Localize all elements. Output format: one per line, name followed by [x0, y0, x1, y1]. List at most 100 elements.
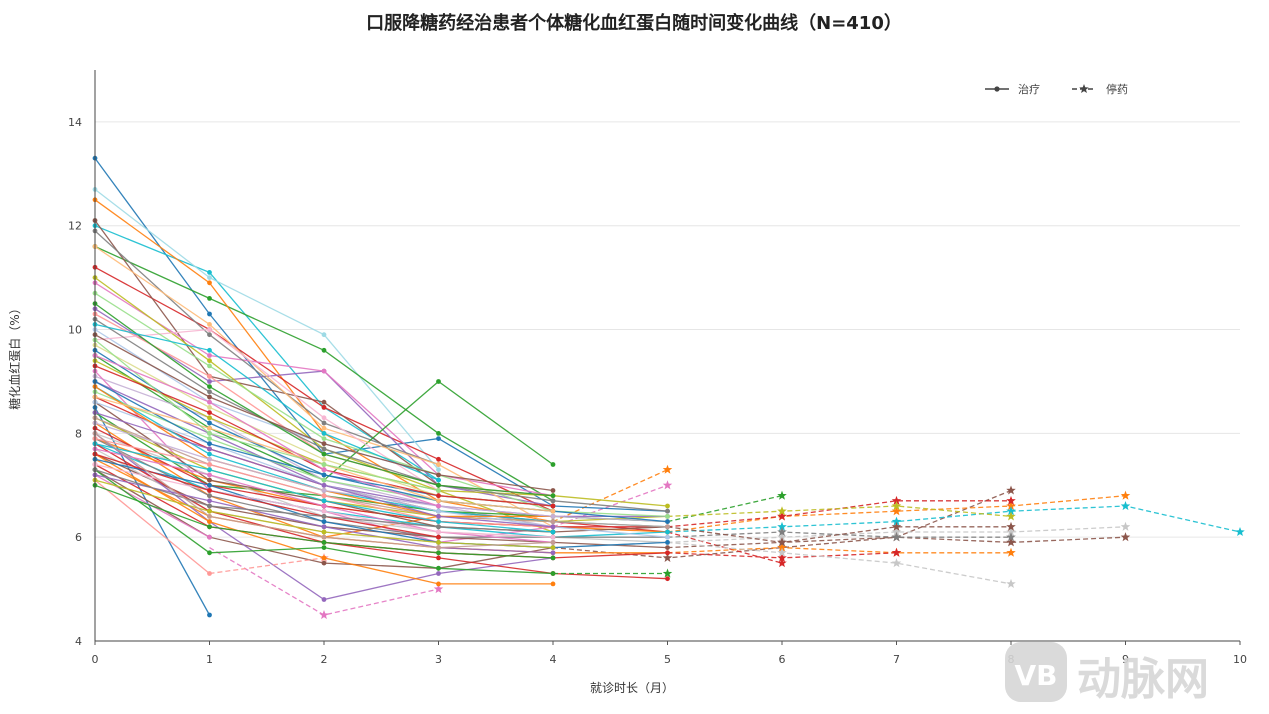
treatment-point [207, 436, 212, 441]
treatment-point [436, 456, 441, 462]
treatment-point [321, 347, 327, 353]
stop-point [662, 552, 673, 562]
treatment-point [321, 498, 327, 504]
treatment-point [436, 514, 441, 519]
patient-series [92, 477, 556, 550]
stop-line [667, 541, 1012, 585]
treatment-point [321, 529, 327, 535]
patient-series [92, 441, 556, 535]
treatment-point [207, 327, 212, 332]
treatment-point [550, 462, 556, 467]
legend-item-treat: 治疗 [985, 82, 1040, 96]
stop-point [891, 547, 902, 557]
treatment-point [207, 431, 212, 436]
x-tick-label: 3 [435, 653, 442, 666]
treatment-point [321, 503, 327, 509]
legend-stop-label: 停药 [1106, 82, 1128, 96]
treatment-point [207, 280, 212, 286]
treatment-point [207, 425, 212, 431]
treatment-point [207, 270, 212, 275]
treatment-point [436, 540, 441, 545]
treatment-point [207, 482, 212, 488]
stop-point [891, 501, 902, 511]
treatment-point [207, 498, 212, 504]
treatment-point [321, 540, 327, 545]
treatment-point [207, 493, 212, 499]
series-group [92, 155, 1245, 620]
stop-point [1120, 521, 1131, 531]
treatment-point [436, 431, 441, 436]
stop-point [433, 584, 444, 594]
stop-line [667, 536, 1126, 549]
treatment-line [94, 328, 439, 492]
treatment-point [550, 550, 556, 556]
treatment-point [436, 581, 441, 587]
treatment-point [207, 441, 212, 447]
x-tick-label: 9 [1122, 653, 1129, 666]
treatment-point [321, 441, 327, 447]
stop-line [667, 495, 783, 523]
treatment-point [665, 524, 670, 530]
treatment-point [550, 488, 556, 493]
tick-labels: 468101214012345678910 [68, 116, 1247, 666]
patient-series [92, 187, 441, 473]
treatment-point [207, 358, 212, 364]
x-tick-label: 5 [664, 653, 671, 666]
stop-point [777, 521, 787, 531]
treatment-line [94, 453, 439, 538]
treatment-point [207, 514, 212, 519]
treatment-point [550, 524, 556, 530]
treatment-point [321, 488, 327, 493]
stop-point [1006, 501, 1016, 511]
treatment-point [207, 373, 212, 379]
treatment-point [207, 550, 212, 556]
stop-point [319, 610, 329, 620]
stop-line [667, 546, 1011, 554]
treatment-point [665, 534, 670, 540]
stop-point [662, 480, 673, 490]
treatment-line [94, 230, 439, 466]
stop-point [891, 516, 902, 526]
treatment-point [321, 436, 327, 441]
treatment-point [321, 467, 327, 473]
stop-point [662, 568, 673, 578]
x-tick-label: 1 [206, 653, 213, 666]
stop-point [777, 511, 787, 521]
stop-point [891, 495, 902, 505]
treatment-point [207, 462, 212, 467]
stop-point [891, 526, 902, 537]
treatment-line [94, 458, 668, 549]
y-tick-label: 10 [68, 324, 82, 337]
treatment-point [207, 508, 212, 514]
treatment-point [321, 493, 327, 499]
x-tick-label: 4 [550, 653, 557, 666]
treatment-point [207, 332, 212, 338]
y-tick-label: 4 [75, 635, 82, 648]
treatment-point [321, 451, 327, 457]
treatment-line [94, 323, 439, 481]
treatment-point [436, 571, 441, 576]
stop-line [209, 557, 325, 575]
watermark: VB 动脉网 [1005, 642, 1209, 705]
stop-line [667, 526, 1126, 544]
patient-series [92, 431, 556, 550]
treatment-point [436, 545, 441, 550]
x-axis-label: 就诊时长（月） [590, 681, 674, 695]
treatment-point [665, 576, 670, 582]
treatment-point [321, 514, 327, 519]
treatment-point [436, 436, 441, 441]
stop-point [1006, 532, 1016, 542]
treatment-point [550, 534, 556, 540]
legend-item-stop: 停药 [1072, 82, 1128, 96]
treatment-point [550, 540, 556, 545]
legend-treat-label: 治疗 [1018, 82, 1040, 96]
treatment-line [94, 401, 668, 533]
treatment-point [436, 524, 441, 530]
treatment-point [207, 446, 212, 452]
stop-point [1006, 511, 1016, 521]
treatment-point [207, 534, 212, 540]
treatment-point [321, 415, 327, 421]
treatment-point [321, 332, 327, 338]
stop-point [1235, 526, 1245, 537]
